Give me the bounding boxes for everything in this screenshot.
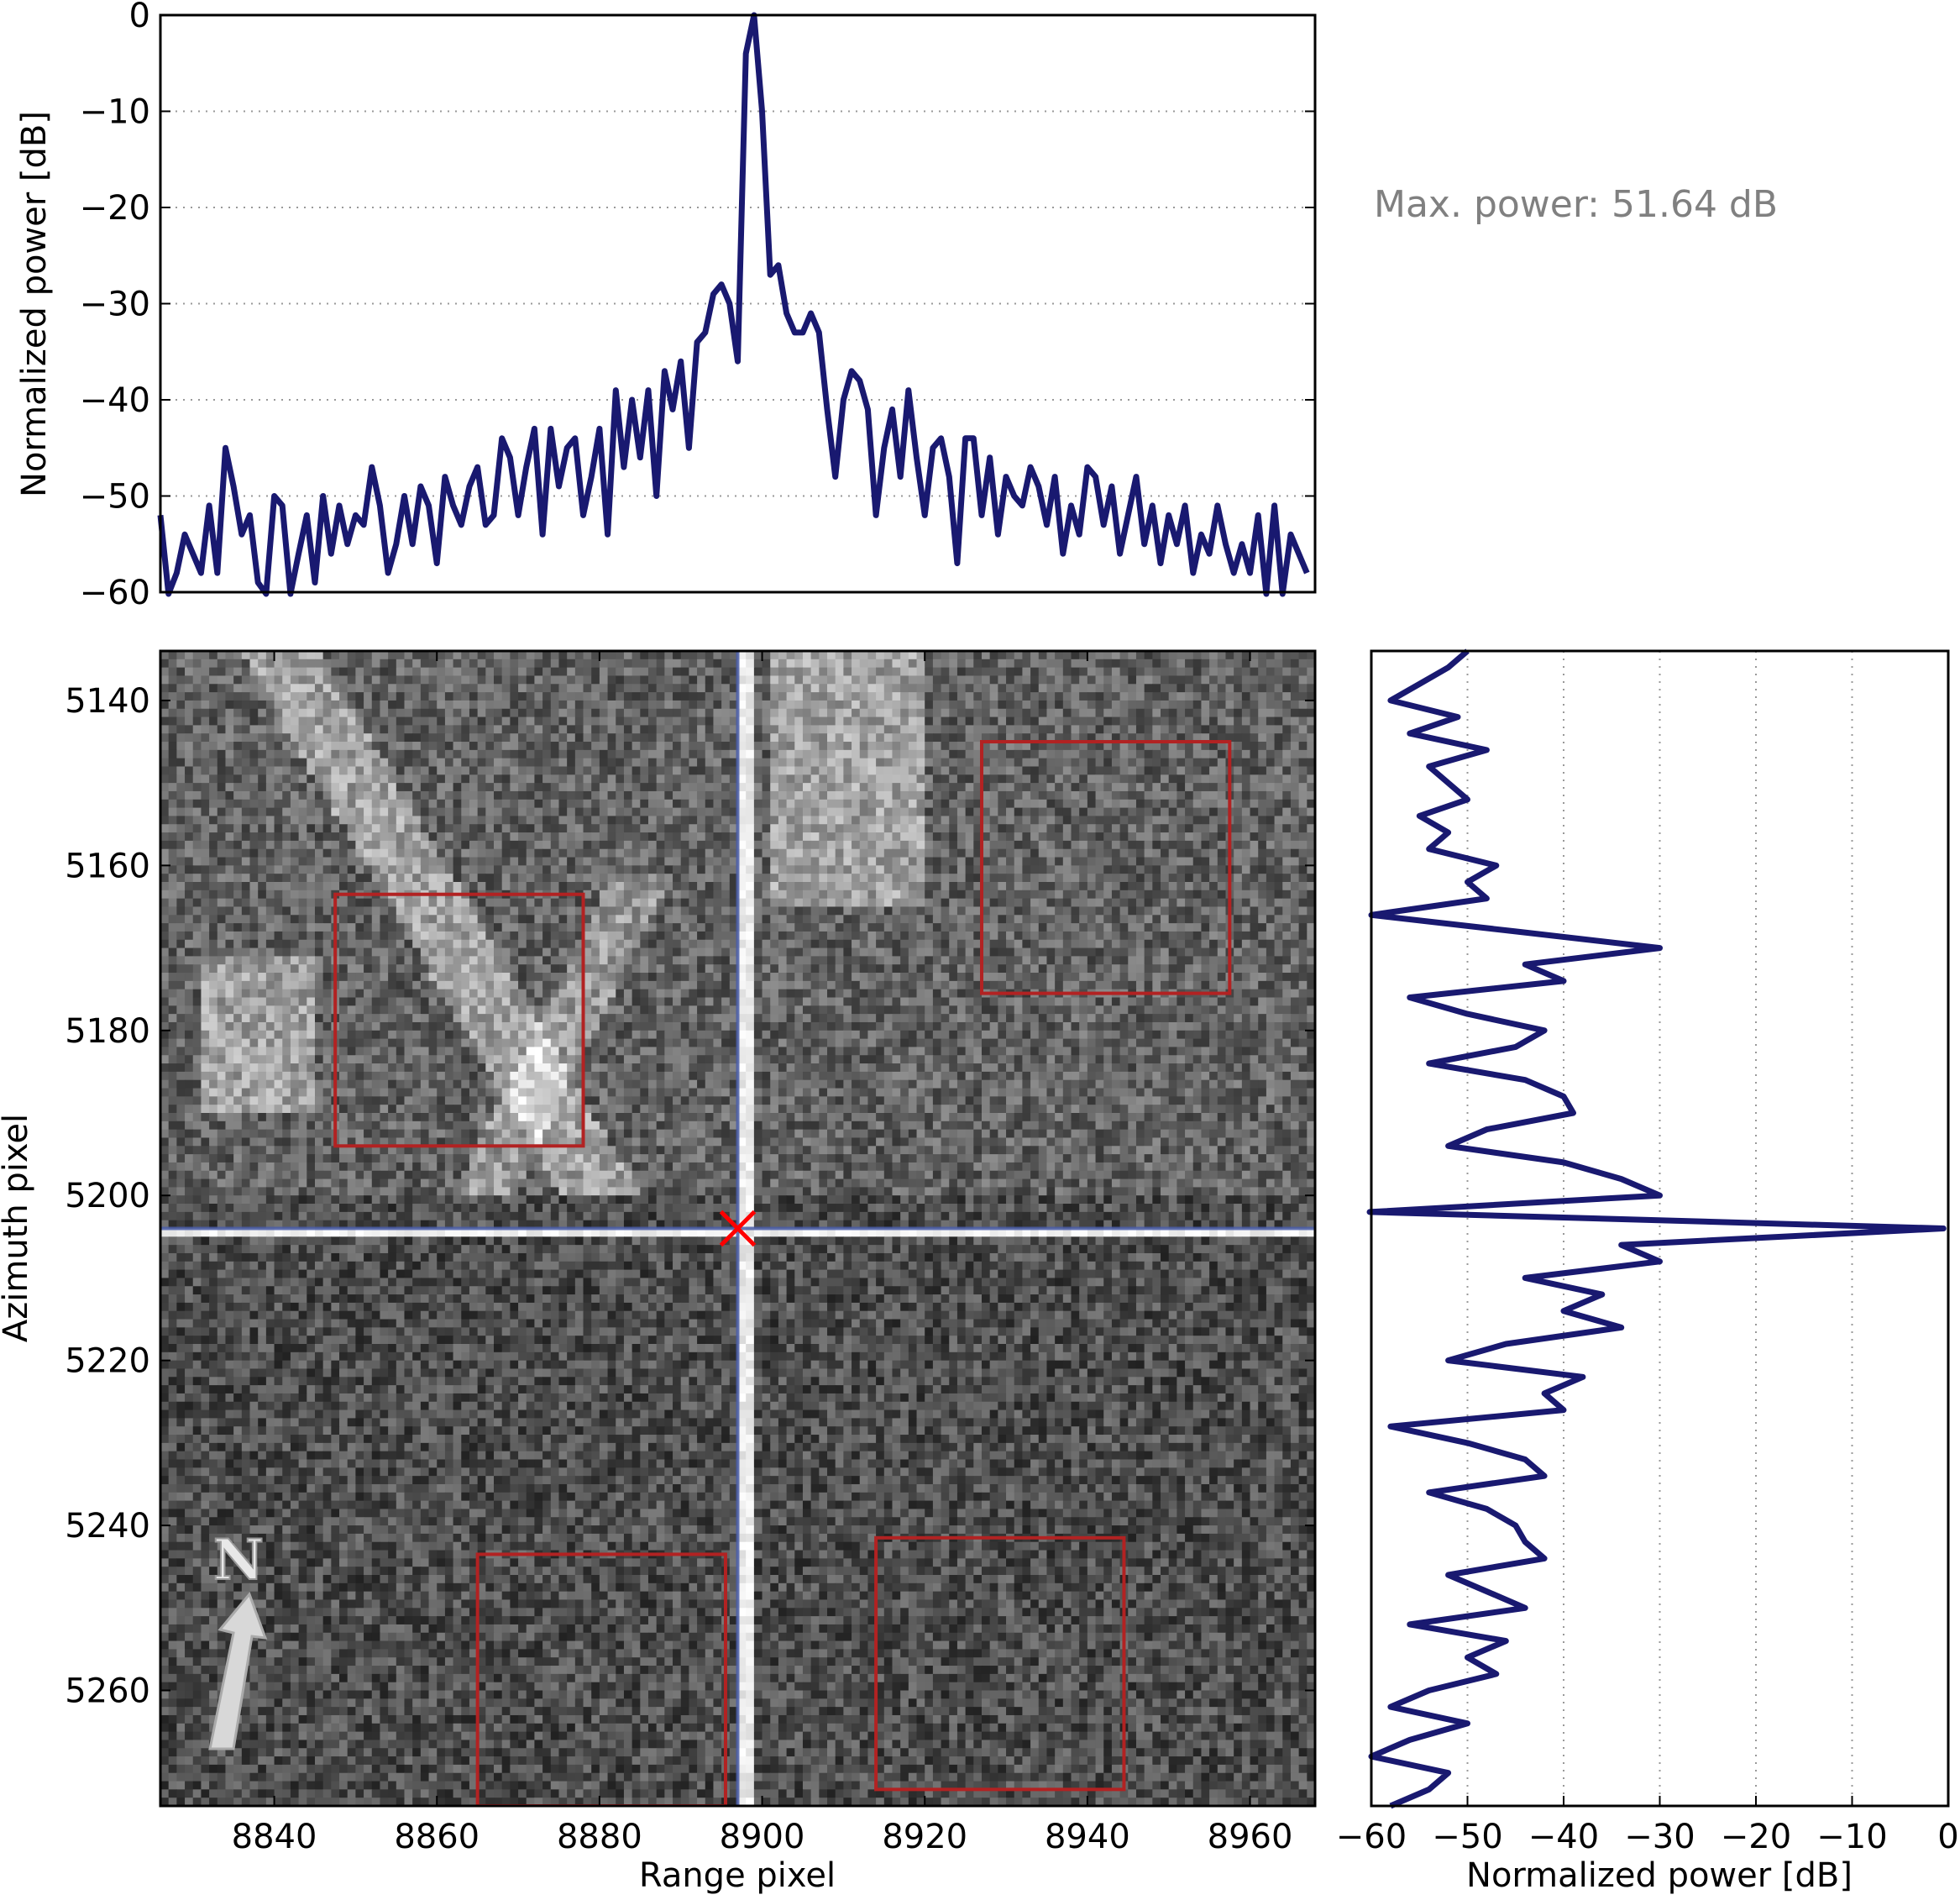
peak-marker [719,1210,757,1247]
sar-image-xtick-label: 8960 [1208,1818,1293,1856]
sar-image-y-ticks: 5140 5160 5180 5200 5220 5240 5260 [65,682,1315,1711]
azimuth-profile-line [1366,648,1947,1809]
range-profile-ytick-label: 0 [129,0,150,35]
sar-image-xtick-label: 8880 [557,1818,642,1856]
range-profile-ytick-label: −10 [80,93,150,132]
azimuth-profile-xtick-label: −10 [1816,1818,1887,1856]
sar-image-ytick-label: 5160 [65,847,150,885]
range-profile-ytick-label: −40 [80,381,150,420]
north-arrow-icon: N [208,1526,268,1750]
sar-image-ytick-label: 5200 [65,1177,150,1215]
azimuth-profile-panel: −60 −50 −40 −30 −20 −10 0 Normalized power [dB… [1336,648,1959,1895]
sar-image-ytick-label: 5220 [65,1342,150,1381]
sar-image-xtick-label: 8900 [720,1818,805,1856]
clutter-boxes [333,740,1232,1806]
max-power-annotation: Max. power: 51.64 dB [1374,183,1778,226]
azimuth-profile-xtick-label: −40 [1528,1818,1599,1856]
range-profile-ylabel: Normalized power [dB] [15,111,54,497]
sar-image-ytick-label: 5260 [65,1672,150,1711]
range-profile-ytick-label: −20 [80,189,150,228]
sar-image-frame [159,649,1317,1808]
sar-image-panel: N 8840 8860 8880 8900 8920 8940 8960 514051605… [0,649,1317,1895]
range-profile-line [157,12,1310,597]
sar-image-xlabel: Range pixel [639,1856,836,1895]
azimuth-profile-xtick-label: −50 [1432,1818,1502,1856]
sar-image-xtick-label: 8840 [232,1818,317,1856]
azimuth-profile-xlabel: Normalized power [dB] [1466,1856,1853,1895]
sar-image-xtick-label: 8940 [1045,1818,1130,1856]
range-profile-y-ticks: 0 −10 −20 −30 −40 −50 −60 [80,0,1315,612]
sar-image-ytick-label: 5240 [65,1507,150,1546]
azimuth-profile-xtick-label: −30 [1624,1818,1695,1856]
range-profile-ytick-label: −60 [80,574,150,612]
range-profile-ytick-label: −30 [80,286,150,324]
sar-image-ytick-label: 5180 [65,1012,150,1051]
range-profile-panel: 0 −10 −20 −30 −40 −50 −60 Normalized power [dB… [15,0,1317,612]
range-profile-ytick-label: −50 [80,478,150,517]
azimuth-profile-xtick-label: −20 [1721,1818,1791,1856]
sar-image-x-ticks: 8840 8860 8880 8900 8920 8940 8960 [232,651,1293,1856]
azimuth-profile-xtick-label: 0 [1937,1818,1958,1856]
clutter-box [874,1535,1126,1792]
sar-image-ylabel: Azimuth pixel [0,1114,35,1342]
sar-image-xtick-label: 8860 [394,1818,480,1856]
clutter-box [979,740,1232,995]
azimuth-profile-x-ticks: −60 −50 −40 −30 −20 −10 0 [1336,1796,1959,1856]
north-arrow-label: N [213,1527,264,1593]
azimuth-profile-xtick-label: −60 [1336,1818,1407,1856]
clutter-box [333,892,585,1148]
peak-marker-stroke [719,1210,757,1247]
sar-image-ytick-label: 5140 [65,682,150,721]
sar-image-pixels [160,651,1315,1806]
sar-image-xtick-label: 8920 [882,1818,967,1856]
